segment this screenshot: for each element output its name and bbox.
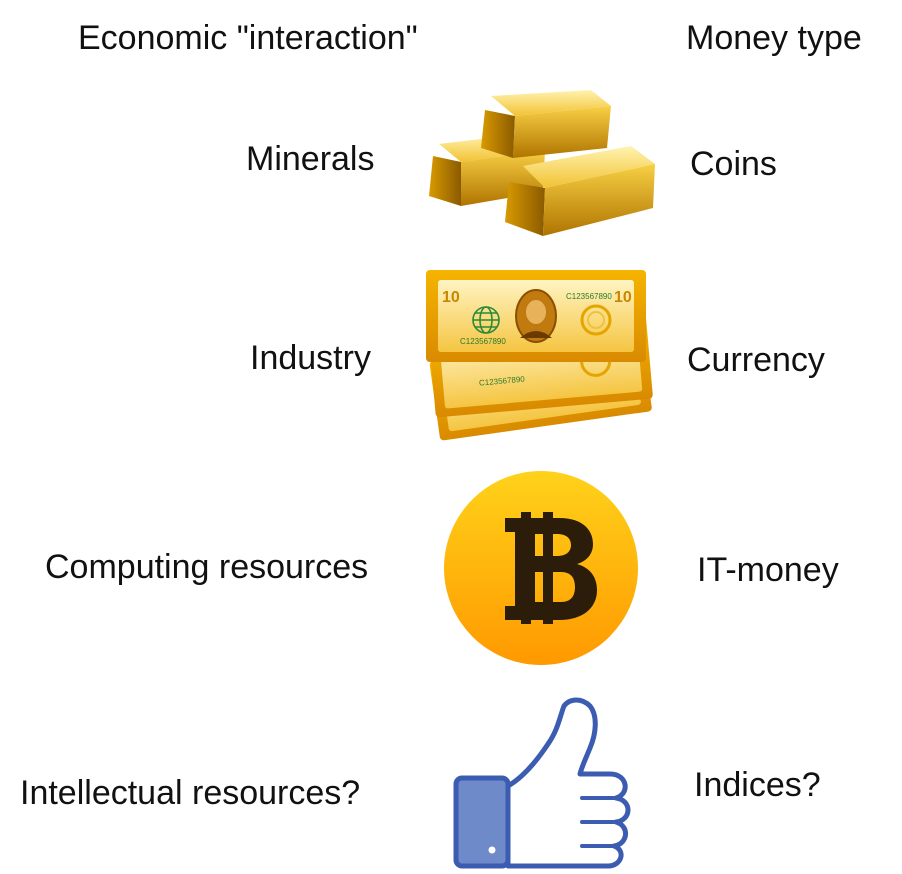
banknote-denomination-left: 10 bbox=[442, 289, 460, 306]
row-label-it-money: IT-money bbox=[697, 551, 839, 589]
thumbs-up-icon bbox=[453, 697, 631, 869]
row-label-computing-resources: Computing resources bbox=[45, 548, 369, 586]
header-economic-interaction: Economic "interaction" bbox=[78, 19, 418, 57]
header-money-type: Money type bbox=[686, 19, 862, 57]
row-label-coins: Coins bbox=[690, 145, 777, 183]
gold-bars-icon bbox=[429, 90, 655, 236]
row-label-intellectual-resources: Intellectual resources? bbox=[20, 774, 361, 812]
banknotes-icon: C123567890 10 10 C123567890 C123567890 bbox=[426, 270, 653, 441]
banknote-serial-top: C123567890 bbox=[566, 292, 612, 301]
row-label-currency: Currency bbox=[687, 341, 825, 379]
row-label-indices: Indices? bbox=[694, 766, 821, 804]
banknote-serial-bottom: C123567890 bbox=[460, 337, 506, 346]
banknote-denomination-right: 10 bbox=[614, 289, 632, 306]
row-label-industry: Industry bbox=[250, 339, 371, 377]
bitcoin-icon bbox=[444, 471, 638, 665]
row-label-minerals: Minerals bbox=[246, 140, 375, 178]
svg-text:C123567890: C123567890 bbox=[479, 375, 526, 388]
